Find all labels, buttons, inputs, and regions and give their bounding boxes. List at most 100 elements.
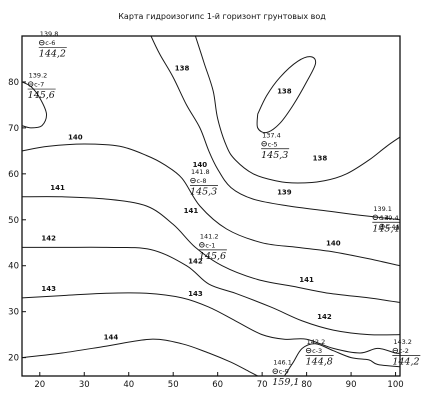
y-tick-label: 20 (8, 354, 19, 364)
contour-label-bg (298, 274, 315, 283)
contour-label-bg (102, 331, 119, 340)
well-level: 139.2 (29, 72, 48, 80)
contour-label: 143 (41, 285, 56, 293)
well-level: 139.8 (40, 30, 59, 38)
y-tick-label: 40 (8, 262, 19, 272)
well-name: с-2 (399, 347, 409, 355)
contour-label-bg (316, 311, 333, 320)
axis-ticks: 20 30 40 50 60 70 80 90 100 20 30 40 50 60 70 80 (8, 78, 403, 390)
x-tick-label: 90 (346, 380, 357, 390)
well-symbol-icon (261, 141, 267, 147)
contour-line-139-2 (150, 36, 400, 221)
well-level: 141.8 (191, 168, 210, 176)
well-symbol-icon (27, 81, 34, 87)
contour-line-144-8 (22, 338, 258, 376)
well-symbol-icon (372, 214, 379, 220)
contour-label: 144 (104, 333, 119, 341)
wells-layer: 139.8с-6144,2139.2с-7145,6137.4с-5145,31… (27, 30, 421, 388)
contour-line-unlabeled-9 (283, 343, 400, 376)
map-title: Карта гидроизогипс 1-й горизонт грунтовы… (118, 12, 326, 21)
well-name: с-8 (196, 177, 206, 185)
well-с-1: 141.2с-1 145,6 (198, 232, 227, 262)
well-surface-level: 144,2 (392, 357, 419, 368)
contour-label-bg (311, 152, 328, 161)
contour-line-141-5 (22, 196, 400, 303)
well-symbol-icon (379, 223, 385, 230)
well-symbol-icon (199, 242, 205, 248)
y-tick-label: 80 (8, 78, 19, 88)
well-name: с-4 (379, 214, 389, 222)
contour-line-143-7 (22, 292, 400, 354)
contour-labels-layer: 1381381381391401401401411411411421421421… (40, 63, 342, 341)
contour-label: 143 (188, 290, 203, 298)
contour-label-bg (67, 132, 84, 141)
x-tick-label: 100 (387, 380, 403, 390)
contour-label: 142 (41, 235, 56, 243)
x-tick-label: 50 (168, 380, 179, 390)
x-tick-label: 30 (79, 380, 90, 390)
y-tick-label: 50 (8, 216, 19, 226)
contour-label: 141 (50, 184, 65, 192)
contour-label-bg (174, 63, 191, 72)
contour-label: 138 (175, 65, 190, 73)
well-level: 146.1 (273, 359, 292, 367)
well-level: 143.2 (393, 338, 412, 346)
well-surface-level: 145,4 (372, 223, 399, 234)
well-surface-level: 145,3 (190, 187, 217, 198)
map-frame (21, 35, 401, 377)
contour-label-bg (276, 187, 293, 196)
contour-line-142-6 (22, 246, 400, 336)
well-surface-level: 159,1 (272, 377, 299, 388)
contour-label: 142 (188, 258, 203, 266)
y-tick-label: 60 (8, 170, 19, 180)
contour-line-140-4 (22, 143, 400, 267)
well-с-2: 143.2с-2 144,2 (392, 338, 421, 368)
contour-line-138-1 (256, 56, 317, 134)
contour-label-bg (40, 233, 57, 242)
well-level: 142.2 (307, 338, 326, 346)
contour-label: 141 (299, 276, 314, 284)
contour-label-bg (187, 288, 204, 297)
contour-line-138-0 (194, 36, 400, 184)
x-tick-label: 60 (212, 380, 223, 390)
y-tick-label: 30 (8, 308, 19, 318)
well-name: с-1 (205, 241, 215, 249)
contour-label: 140 (326, 239, 341, 247)
contour-label: 138 (277, 88, 292, 96)
contour-label-bg (191, 159, 208, 168)
contour-label: 138 (313, 154, 328, 162)
contour-label: 139 (277, 189, 292, 197)
well-name: с-3 (312, 347, 322, 355)
well-symbol-icon (305, 347, 312, 354)
well-name: с-4а (385, 223, 399, 231)
well-surface-level: 145,6 (199, 251, 226, 262)
contour-label-bg (49, 182, 66, 191)
contour-label-bg (187, 256, 204, 265)
well-name: с-7 (34, 81, 44, 89)
well-с-4а: 139.4с-4а (379, 214, 400, 231)
x-tick-label: 20 (34, 380, 45, 390)
contours-layer (22, 36, 400, 376)
well-surface-level: 145,3 (261, 150, 288, 161)
x-tick-label: 80 (301, 380, 312, 390)
well-name: с-5 (268, 140, 278, 148)
contour-label: 140 (193, 161, 208, 169)
contour-label-bg (40, 283, 57, 292)
x-tick-label: 40 (123, 380, 134, 390)
well-level: 141.2 (200, 232, 219, 240)
well-name: с-6 (45, 39, 55, 47)
well-level: 139.4 (380, 214, 399, 222)
well-с-6: 139.8с-6 144,2 (38, 30, 67, 60)
well-symbol-icon (272, 368, 278, 374)
x-tick-label: 70 (257, 380, 268, 390)
contour-label-bg (276, 86, 293, 95)
well-с-8: 141.8с-8 145,3 (189, 168, 218, 198)
well-symbol-icon (39, 39, 45, 46)
well-surface-level: 145,6 (28, 90, 55, 101)
well-level: 137.4 (262, 131, 281, 139)
well-surface-level: 144,2 (39, 49, 66, 60)
